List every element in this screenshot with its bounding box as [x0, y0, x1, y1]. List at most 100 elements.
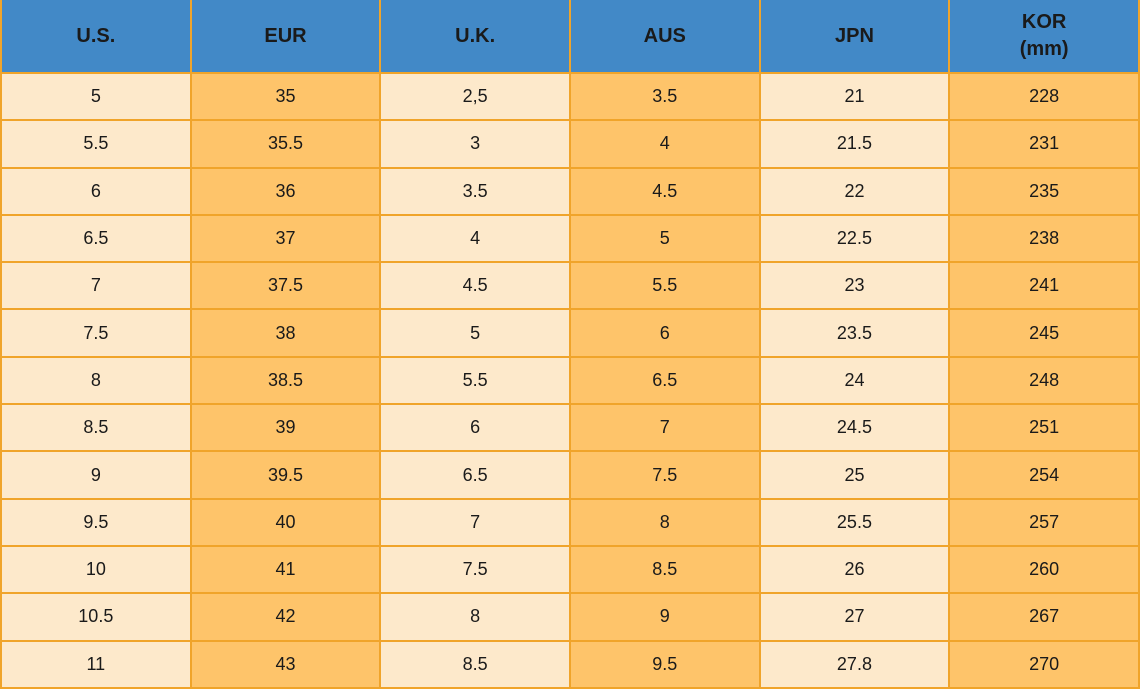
cell: 7.5	[568, 450, 761, 500]
column-header-uk: U.K.	[379, 0, 571, 74]
cell: 9.5	[0, 497, 192, 547]
cell: 245	[948, 308, 1140, 358]
cell: 41	[189, 544, 382, 595]
column-label: EUR	[264, 24, 307, 47]
column-header-kor: KOR (mm)	[948, 0, 1140, 74]
cell: 24.5	[758, 403, 951, 453]
cell: 3.5	[568, 71, 761, 122]
cell: 5.5	[379, 355, 571, 406]
cell: 6	[379, 403, 571, 453]
cell: 25.5	[758, 497, 951, 547]
column-label: U.S.	[76, 24, 116, 47]
cell: 9	[0, 450, 192, 500]
column-label: JPN	[835, 24, 874, 47]
cell: 36	[189, 166, 382, 216]
cell: 10.5	[0, 592, 192, 642]
cell: 7.5	[379, 544, 571, 595]
table-row: 8 38.5 5.5 6.5 24 248	[0, 355, 1140, 406]
cell: 7	[0, 261, 192, 311]
table-row: 6 36 3.5 4.5 22 235	[0, 166, 1140, 216]
table-header: U.S. EUR U.K. AUS JPN KOR (mm)	[0, 0, 1140, 74]
cell: 248	[948, 355, 1140, 406]
cell: 11	[0, 639, 192, 689]
cell: 5.5	[0, 119, 192, 169]
cell: 8.5	[379, 639, 571, 689]
cell: 235	[948, 166, 1140, 216]
table-row: 8.5 39 6 7 24.5 251	[0, 403, 1140, 453]
cell: 22.5	[758, 213, 951, 264]
table-row: 6.5 37 4 5 22.5 238	[0, 213, 1140, 264]
cell: 4.5	[568, 166, 761, 216]
cell: 6	[568, 308, 761, 358]
cell: 39.5	[189, 450, 382, 500]
cell: 8	[568, 497, 761, 547]
table-row: 7 37.5 4.5 5.5 23 241	[0, 261, 1140, 311]
cell: 24	[758, 355, 951, 406]
header-row: U.S. EUR U.K. AUS JPN KOR (mm)	[0, 0, 1140, 74]
cell: 35	[189, 71, 382, 122]
table-row: 5.5 35.5 3 4 21.5 231	[0, 119, 1140, 169]
cell: 40	[189, 497, 382, 547]
cell: 43	[189, 639, 382, 689]
cell: 251	[948, 403, 1140, 453]
cell: 7	[379, 497, 571, 547]
table-row: 5 35 2,5 3.5 21 228	[0, 71, 1140, 122]
cell: 38	[189, 308, 382, 358]
cell: 7.5	[0, 308, 192, 358]
cell: 3.5	[379, 166, 571, 216]
cell: 8	[379, 592, 571, 642]
table-row: 9.5 40 7 8 25.5 257	[0, 497, 1140, 547]
cell: 26	[758, 544, 951, 595]
table-body: 5 35 2,5 3.5 21 228 5.5 35.5 3 4 21.5 231 6 36 3.5 4.5 2…	[0, 71, 1140, 689]
table-row: 10 41 7.5 8.5 26 260	[0, 544, 1140, 595]
table-row: 10.5 42 8 9 27 267	[0, 592, 1140, 642]
cell: 4	[379, 213, 571, 264]
cell: 23	[758, 261, 951, 311]
cell: 8	[0, 355, 192, 406]
cell: 7	[568, 403, 761, 453]
cell: 231	[948, 119, 1140, 169]
table-row: 11 43 8.5 9.5 27.8 270	[0, 639, 1140, 689]
cell: 5.5	[568, 261, 761, 311]
cell: 8.5	[568, 544, 761, 595]
cell: 38.5	[189, 355, 382, 406]
cell: 42	[189, 592, 382, 642]
cell: 228	[948, 71, 1140, 122]
column-header-eur: EUR	[189, 0, 382, 74]
cell: 238	[948, 213, 1140, 264]
column-label: AUS	[643, 24, 686, 47]
cell: 22	[758, 166, 951, 216]
cell: 6.5	[568, 355, 761, 406]
cell: 10	[0, 544, 192, 595]
cell: 260	[948, 544, 1140, 595]
cell: 27.8	[758, 639, 951, 689]
column-sublabel: (mm)	[1019, 38, 1069, 60]
table-row: 7.5 38 5 6 23.5 245	[0, 308, 1140, 358]
column-header-jpn: JPN	[758, 0, 951, 74]
column-header-aus: AUS	[568, 0, 761, 74]
cell: 27	[758, 592, 951, 642]
cell: 35.5	[189, 119, 382, 169]
cell: 37	[189, 213, 382, 264]
cell: 2,5	[379, 71, 571, 122]
column-label: KOR	[1021, 11, 1067, 33]
cell: 4.5	[379, 261, 571, 311]
cell: 254	[948, 450, 1140, 500]
cell: 39	[189, 403, 382, 453]
cell: 25	[758, 450, 951, 500]
column-header-us: U.S.	[0, 0, 192, 74]
cell: 37.5	[189, 261, 382, 311]
cell: 4	[568, 119, 761, 169]
cell: 5	[568, 213, 761, 264]
cell: 267	[948, 592, 1140, 642]
cell: 6.5	[379, 450, 571, 500]
cell: 270	[948, 639, 1140, 689]
cell: 9	[568, 592, 761, 642]
cell: 5	[379, 308, 571, 358]
column-label: U.K.	[455, 24, 496, 47]
cell: 21.5	[758, 119, 951, 169]
cell: 8.5	[0, 403, 192, 453]
cell: 5	[0, 71, 192, 122]
cell: 241	[948, 261, 1140, 311]
